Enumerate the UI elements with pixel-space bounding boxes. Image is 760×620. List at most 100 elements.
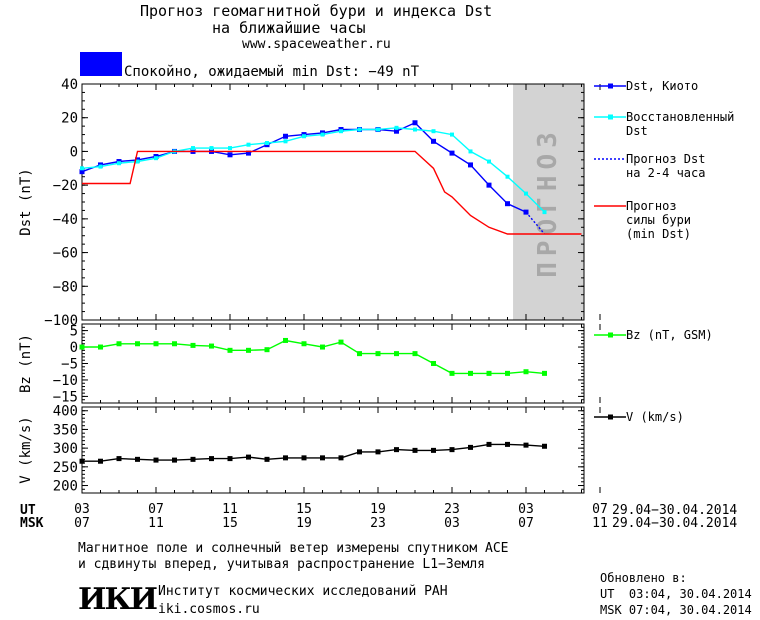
y-axis-label: V (km/s) <box>18 416 34 483</box>
data-point <box>375 351 381 357</box>
y-tick-label: 200 <box>53 479 78 495</box>
series-line-2-0 <box>82 443 545 462</box>
ut-tick-label: 11 <box>222 502 238 517</box>
ut-tick-label: 15 <box>296 502 312 517</box>
data-point <box>505 201 510 207</box>
institute-site[interactable]: iki.cosmos.ru <box>158 602 260 617</box>
msk-tick-label: 23 <box>370 516 386 531</box>
footer-note-line1: Магнитное поле и солнечный ветер измерен… <box>78 541 509 556</box>
data-point <box>227 456 233 462</box>
data-point <box>320 132 325 137</box>
msk-tick-label: 19 <box>296 516 312 531</box>
ut-tick-label: 07 <box>148 502 164 517</box>
data-point <box>246 347 251 353</box>
data-point <box>98 458 103 464</box>
data-point <box>320 455 325 461</box>
y-tick-label: −60 <box>53 246 78 262</box>
msk-tick-label: 07 <box>518 516 534 531</box>
data-point <box>117 161 121 166</box>
y-tick-label: −10 <box>53 373 78 389</box>
updated-label: Обновлено в: <box>600 571 687 585</box>
data-point <box>523 442 529 448</box>
data-point <box>505 174 510 179</box>
data-point <box>394 128 399 134</box>
legend-label: V (km/s) <box>626 410 684 424</box>
data-point <box>135 341 140 347</box>
y-tick-label: −40 <box>53 212 78 228</box>
data-point <box>468 162 473 168</box>
data-point <box>265 141 269 145</box>
data-point <box>246 150 251 156</box>
data-point <box>413 127 417 132</box>
data-point <box>320 344 325 350</box>
legend-label: Bz (nT, GSM) <box>626 328 713 342</box>
legend-label: (min Dst) <box>626 227 691 241</box>
legend-label: Прогноз Dst <box>626 152 705 166</box>
data-point <box>301 341 307 347</box>
y-tick-label: 250 <box>53 460 78 476</box>
data-point <box>153 457 159 463</box>
y-tick-label: −5 <box>61 357 78 373</box>
data-point <box>283 133 288 139</box>
status-color-box <box>80 52 122 76</box>
data-point <box>227 347 233 353</box>
updated-ut: UT 03:04, 30.04.2014 <box>600 587 752 601</box>
data-point <box>338 339 344 345</box>
data-point <box>154 156 158 161</box>
series-line-0-3 <box>82 150 582 235</box>
legend-marker <box>608 414 613 420</box>
data-point <box>523 369 529 375</box>
data-point <box>264 347 270 353</box>
ut-axis-label: UT <box>20 503 36 518</box>
y-tick-label: 20 <box>61 111 78 127</box>
data-point <box>376 127 380 132</box>
series-line-1-0 <box>82 339 545 375</box>
data-point <box>339 129 343 134</box>
data-point <box>431 138 436 144</box>
data-point <box>468 444 473 450</box>
ut-tick-label: 07 <box>592 502 608 517</box>
iki-logo: ИКИ <box>78 582 158 617</box>
data-point <box>486 370 492 376</box>
legend-label: силы бури <box>626 213 691 227</box>
data-point <box>79 344 85 350</box>
data-point <box>412 351 418 357</box>
data-point <box>486 182 492 188</box>
msk-tick-label: 11 <box>148 516 164 531</box>
data-point <box>246 454 251 460</box>
series-line-0-1 <box>81 127 545 213</box>
data-point <box>190 456 196 462</box>
legend-label: на 2-4 часа <box>626 166 705 180</box>
data-point <box>338 455 344 461</box>
legend-marker <box>608 83 613 89</box>
data-point <box>209 146 214 151</box>
data-point <box>116 456 122 462</box>
institute-name: Институт космических исследований РАН <box>158 584 448 599</box>
data-point <box>301 455 307 461</box>
data-point <box>357 449 362 455</box>
msk-date-range: 29.04−30.04.2014 <box>612 516 738 531</box>
footer-note-line2: и сдвинуты вперед, учитывая распростране… <box>78 557 485 572</box>
data-point <box>98 164 103 169</box>
msk-axis-label: MSK <box>20 516 44 531</box>
data-point <box>449 150 455 156</box>
data-point <box>264 456 270 462</box>
data-point <box>394 351 399 357</box>
data-point <box>209 343 214 349</box>
data-point <box>283 139 288 144</box>
data-point <box>431 447 436 453</box>
forecast-label: ПРОГНОЗ <box>533 126 563 278</box>
data-point <box>116 341 122 347</box>
series-line-0-2 <box>525 211 546 235</box>
msk-tick-label: 15 <box>222 516 238 531</box>
data-point <box>135 159 140 164</box>
y-tick-label: 350 <box>53 422 78 438</box>
site-link[interactable]: www.spaceweather.ru <box>242 37 391 52</box>
legend-marker <box>608 332 613 338</box>
data-point <box>487 159 491 164</box>
data-point <box>228 146 232 151</box>
legend-label: Dst <box>626 124 648 138</box>
data-point <box>283 337 288 343</box>
legend-label: Восстановленный <box>626 110 734 124</box>
ut-tick-label: 03 <box>74 502 90 517</box>
